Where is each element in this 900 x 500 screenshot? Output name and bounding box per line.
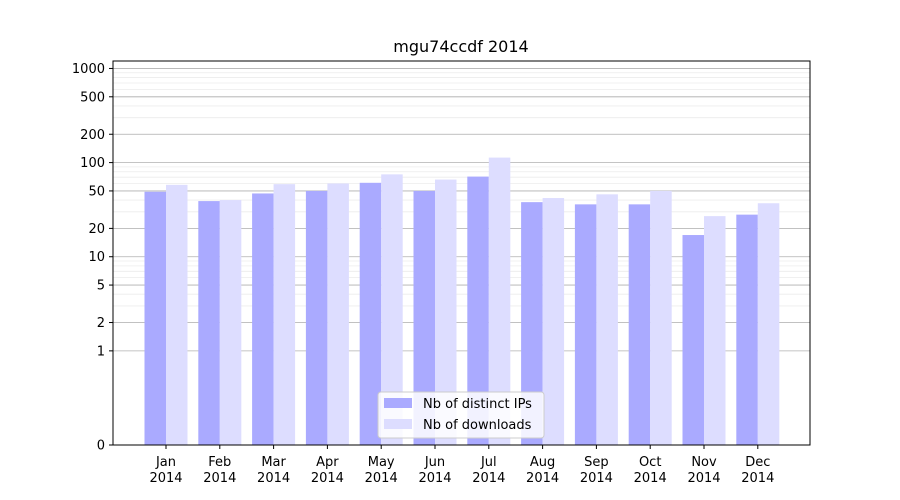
bar-downloads (650, 190, 672, 445)
bar-downloads (435, 179, 457, 446)
bar-distinct-ips (682, 235, 704, 445)
bar-downloads (219, 200, 242, 445)
x-tick-label-year: 2014 (418, 471, 451, 486)
bar-distinct-ips (252, 193, 274, 445)
y-tick-label: 1000 (72, 62, 105, 77)
x-tick-label-year: 2014 (203, 471, 236, 486)
x-tick-label-year: 2014 (687, 471, 720, 486)
y-tick-label: 500 (80, 90, 105, 105)
x-tick-label-year: 2014 (311, 471, 344, 486)
x-tick-label-month: Feb (208, 455, 231, 470)
bar-downloads (381, 174, 403, 445)
x-tick-label-year: 2014 (580, 471, 613, 486)
plot-frame (112, 60, 811, 446)
legend-swatch (384, 419, 412, 429)
legend-label: Nb of downloads (423, 418, 532, 433)
x-tick-label-month: Sep (584, 455, 609, 470)
bar-distinct-ips (144, 191, 166, 445)
x-tick-label-month: Jul (480, 455, 497, 470)
legend-label: Nb of distinct IPs (423, 397, 532, 412)
y-tick-label: 20 (88, 222, 105, 237)
bar-downloads (704, 216, 726, 445)
y-tick-label: 200 (80, 128, 105, 143)
y-tick-label: 100 (80, 156, 105, 171)
y-axis: 0 1 2 5 10 20 50 100 200 500 1000 (72, 62, 113, 454)
bars (144, 157, 780, 446)
bar-distinct-ips (628, 204, 651, 445)
bar-downloads (542, 198, 565, 445)
x-tick-label-month: Aug (530, 455, 555, 470)
x-tick-label-month: Nov (691, 455, 717, 470)
x-tick-label-month: Jun (424, 455, 445, 470)
x-tick-label-month: Oct (639, 455, 661, 470)
chart-title: mgu74ccdf 2014 (393, 37, 528, 56)
y-tick-label: 10 (88, 250, 105, 265)
y-tick-label: 1 (97, 344, 105, 359)
x-tick-label-month: Jan (155, 455, 176, 470)
bar-distinct-ips (521, 202, 543, 445)
bar-downloads (273, 184, 296, 445)
bar-downloads (757, 203, 780, 445)
x-tick-label-year: 2014 (741, 471, 774, 486)
x-tick-label-year: 2014 (634, 471, 667, 486)
bar-distinct-ips (574, 204, 597, 445)
y-tick-label: 5 (97, 279, 105, 294)
y-tick-label: 0 (97, 439, 105, 454)
x-tick-label-month: Apr (316, 455, 339, 470)
bar-downloads (488, 157, 511, 446)
legend: Nb of distinct IPs Nb of downloads (377, 391, 545, 439)
bar-distinct-ips (467, 176, 489, 445)
x-tick-label-year: 2014 (472, 471, 505, 486)
bar-distinct-ips (198, 201, 220, 445)
x-tick-label-month: Mar (261, 455, 286, 470)
bar-downloads (327, 183, 349, 445)
x-tick-label-month: Dec (745, 455, 770, 470)
legend-swatch (384, 398, 412, 408)
bar-downloads (166, 184, 188, 445)
bar-distinct-ips (413, 190, 435, 445)
x-tick-label-year: 2014 (365, 471, 398, 486)
bar-distinct-ips (736, 214, 758, 445)
y-tick-label: 50 (88, 184, 105, 199)
bar-distinct-ips (359, 182, 382, 445)
x-tick-label-year: 2014 (257, 471, 290, 486)
bar-downloads (596, 194, 618, 445)
bar-distinct-ips (305, 190, 328, 445)
y-tick-label: 2 (97, 316, 105, 331)
x-tick-label-year: 2014 (526, 471, 559, 486)
x-tick-label-month: May (368, 455, 395, 470)
x-axis: Jan2014Feb2014Mar2014Apr2014May2014Jun20… (149, 445, 774, 486)
legend-box (377, 391, 545, 439)
x-tick-label-year: 2014 (149, 471, 182, 486)
